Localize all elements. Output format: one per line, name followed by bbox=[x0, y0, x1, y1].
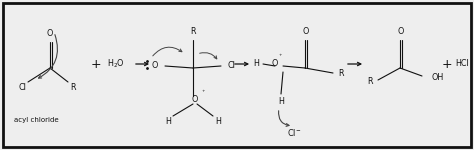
Text: Cl: Cl bbox=[18, 82, 26, 91]
Text: +: + bbox=[91, 57, 101, 70]
Text: R: R bbox=[367, 78, 373, 87]
Text: acyl chloride: acyl chloride bbox=[14, 117, 59, 123]
Text: O: O bbox=[47, 30, 53, 39]
Text: H$_2$O: H$_2$O bbox=[107, 58, 125, 70]
Text: O: O bbox=[303, 27, 309, 36]
Text: H: H bbox=[278, 98, 284, 106]
Text: Cl: Cl bbox=[227, 61, 235, 70]
Text: H: H bbox=[165, 117, 171, 126]
Text: R: R bbox=[190, 27, 196, 36]
Text: O: O bbox=[152, 61, 158, 70]
Text: H: H bbox=[253, 60, 259, 69]
Text: R: R bbox=[70, 82, 76, 91]
Text: HCl: HCl bbox=[455, 60, 469, 69]
Text: R: R bbox=[338, 69, 344, 78]
Text: OH: OH bbox=[432, 74, 444, 82]
Text: Cl$^-$: Cl$^-$ bbox=[287, 126, 302, 138]
Text: O: O bbox=[272, 60, 278, 69]
Text: H: H bbox=[215, 117, 221, 126]
Text: O: O bbox=[398, 27, 404, 36]
Text: O: O bbox=[192, 96, 198, 105]
Text: $^+$: $^+$ bbox=[278, 54, 284, 58]
Text: $^+$: $^+$ bbox=[201, 90, 207, 94]
Text: +: + bbox=[442, 57, 452, 70]
